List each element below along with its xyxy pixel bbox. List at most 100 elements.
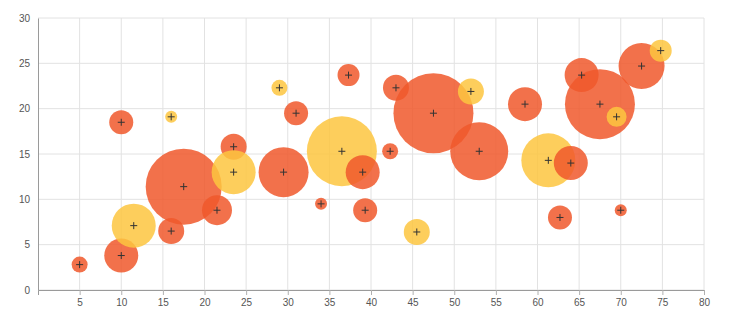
tick-label: 20 xyxy=(19,103,31,114)
tick-label: 65 xyxy=(574,297,586,308)
bubble-center xyxy=(545,157,552,164)
bubble xyxy=(284,101,308,125)
tick-label: 45 xyxy=(408,297,420,308)
bubble xyxy=(315,198,327,210)
bubble-center xyxy=(522,101,529,108)
bubble xyxy=(112,204,156,248)
tick-mark xyxy=(662,290,663,295)
tick-mark xyxy=(329,290,330,295)
bubble xyxy=(353,198,377,222)
tick-label: 10 xyxy=(116,297,128,308)
tick-label: 80 xyxy=(699,297,711,308)
tick-label: 15 xyxy=(158,297,170,308)
bubble xyxy=(450,122,508,180)
grid xyxy=(38,18,704,290)
bubble-center xyxy=(613,113,620,120)
tick: 80 xyxy=(699,290,711,308)
tick: 20 xyxy=(19,103,38,114)
bubble-center xyxy=(345,72,352,79)
grid-line xyxy=(38,199,704,200)
tick: 35 xyxy=(324,290,336,308)
bubble-center xyxy=(230,143,237,150)
tick: 15 xyxy=(19,149,38,160)
tick-label: 5 xyxy=(24,239,30,250)
bubble-center xyxy=(596,101,603,108)
chart: 5101520253035404550556065707580051015202… xyxy=(0,0,730,320)
tick-mark xyxy=(704,290,705,295)
tick-label: 25 xyxy=(241,297,253,308)
bubble-center xyxy=(230,169,237,176)
tick-label: 40 xyxy=(366,297,378,308)
bubble xyxy=(548,205,572,229)
bubble xyxy=(607,107,627,127)
tick-label: 50 xyxy=(449,297,461,308)
bubble-center xyxy=(76,261,83,268)
bubble xyxy=(202,195,232,225)
bubble xyxy=(165,111,177,123)
tick-mark xyxy=(163,290,164,295)
bubble xyxy=(650,40,672,62)
tick: 20 xyxy=(199,290,211,308)
tick-mark xyxy=(579,290,580,295)
tick: 40 xyxy=(366,290,378,308)
bubble xyxy=(615,204,627,216)
tick-mark xyxy=(371,290,372,295)
bubble xyxy=(271,80,287,96)
tick-label: 0 xyxy=(24,285,30,296)
bubble-center xyxy=(567,160,574,167)
tick: 10 xyxy=(116,290,128,308)
bubble-center xyxy=(413,228,420,235)
bubble-center xyxy=(392,84,399,91)
bubble xyxy=(382,143,398,159)
tick-mark xyxy=(246,290,247,295)
bubbles xyxy=(72,40,672,273)
tick: 0 xyxy=(24,285,38,296)
tick: 10 xyxy=(19,194,38,205)
bubble-center xyxy=(617,207,624,214)
grid-line xyxy=(38,18,704,19)
tick-mark xyxy=(538,290,539,295)
tick-label: 25 xyxy=(19,58,31,69)
bubble xyxy=(338,64,360,86)
tick: 25 xyxy=(241,290,253,308)
bubble xyxy=(109,110,133,134)
tick-mark xyxy=(121,290,122,295)
tick-label: 15 xyxy=(19,149,31,160)
bubble-center xyxy=(338,148,345,155)
tick-label: 30 xyxy=(283,297,295,308)
bubble-center xyxy=(387,148,394,155)
bubble-center xyxy=(213,207,220,214)
bubble-center xyxy=(578,72,585,79)
tick: 50 xyxy=(449,290,461,308)
bubble-center xyxy=(556,214,563,221)
tick: 30 xyxy=(19,13,38,24)
bubble-center xyxy=(476,148,483,155)
bubble-center xyxy=(276,84,283,91)
bubble-center xyxy=(318,200,325,207)
bubble-center xyxy=(118,252,125,259)
tick: 75 xyxy=(657,290,669,308)
bubble xyxy=(404,219,430,245)
bubble xyxy=(72,257,88,273)
tick: 25 xyxy=(19,58,38,69)
bubble-center xyxy=(362,207,369,214)
bubble-center xyxy=(280,169,287,176)
tick-label: 5 xyxy=(77,297,83,308)
tick-mark xyxy=(205,290,206,295)
bubble-center xyxy=(118,119,125,126)
x-axis: 5101520253035404550556065707580 xyxy=(39,290,711,308)
tick: 5 xyxy=(24,239,38,250)
bubble xyxy=(346,155,380,189)
tick: 5 xyxy=(77,290,83,308)
tick-mark xyxy=(80,290,81,295)
tick-label: 75 xyxy=(657,297,669,308)
tick: 65 xyxy=(574,290,586,308)
bubble xyxy=(458,78,484,104)
tick: 70 xyxy=(616,290,628,308)
bubble-center xyxy=(293,110,300,117)
tick-label: 60 xyxy=(532,297,544,308)
tick-label: 35 xyxy=(324,297,336,308)
tick-mark xyxy=(454,290,455,295)
bubble xyxy=(212,150,256,194)
bubble-center xyxy=(130,222,137,229)
